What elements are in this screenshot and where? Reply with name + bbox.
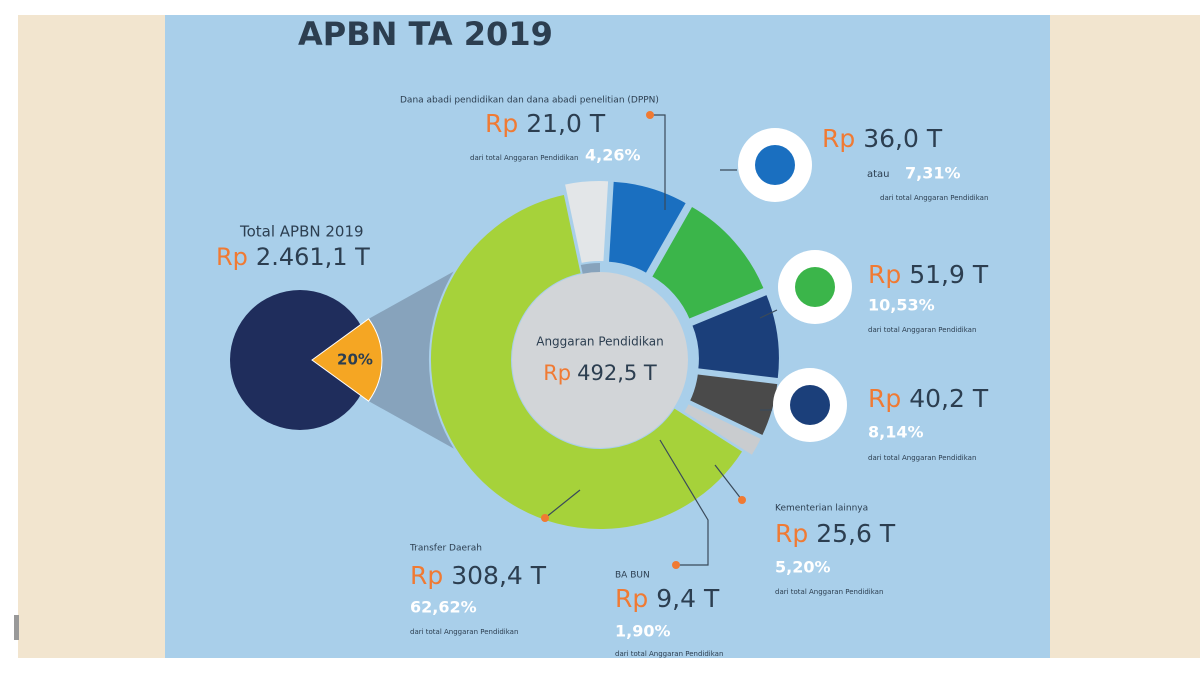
segment-note: dari total Anggaran Pendidikan xyxy=(880,194,988,202)
leader-dot xyxy=(738,496,746,504)
segment-percent: 5,20% xyxy=(775,558,831,577)
currency: Rp xyxy=(868,384,901,413)
segment-amount: Rp 51,9 T xyxy=(868,260,989,289)
currency: Rp xyxy=(216,243,248,271)
leader-dot xyxy=(646,111,654,119)
segment-name: Transfer Daerah xyxy=(409,544,482,554)
segment-amount: Rp 36,0 T xyxy=(822,124,943,153)
logo-emblem xyxy=(790,385,830,425)
center-amount: Rp 492,5 T xyxy=(543,361,657,385)
currency: Rp xyxy=(543,361,571,385)
currency: Rp xyxy=(868,260,901,289)
bottom-band xyxy=(0,658,1200,675)
leader-line xyxy=(759,309,778,319)
leader-dot xyxy=(541,514,549,522)
amount: 2.461,1 T xyxy=(256,243,370,271)
total-label: Total APBN 2019 xyxy=(239,223,364,241)
title: APBN TA 2019 xyxy=(298,15,553,53)
apbn-pie xyxy=(230,290,370,430)
segment-amount: Rp 40,2 T xyxy=(868,384,989,413)
amount: 21,0 T xyxy=(526,109,606,138)
leader-line xyxy=(714,464,743,501)
currency: Rp xyxy=(775,519,808,548)
total-amount: Rp 2.461,1 T xyxy=(216,243,370,271)
segment-note: dari total Anggaran Pendidikan xyxy=(868,454,976,462)
leader-line xyxy=(650,114,666,210)
share-label: 20% xyxy=(337,351,373,369)
leader-dot xyxy=(672,561,680,569)
logo-emblem xyxy=(795,267,835,307)
amount: 9,4 T xyxy=(656,584,720,613)
amount: 25,6 T xyxy=(816,519,896,548)
amount: 36,0 T xyxy=(863,124,943,153)
segment-note: dari total Anggaran Pendidikan xyxy=(410,628,518,636)
segment-amount: Rp 9,4 T xyxy=(615,584,720,613)
leader-line xyxy=(544,489,581,519)
segment-percent: 62,62% xyxy=(410,598,477,617)
donut-center xyxy=(512,272,688,448)
edge xyxy=(14,615,19,640)
segment-name: BA BUN xyxy=(615,571,650,581)
segment-prefix: atau xyxy=(867,169,890,180)
leader-line xyxy=(659,439,709,566)
donut-segment xyxy=(649,204,766,322)
segment-percent: 4,26% xyxy=(585,146,641,165)
currency: Rp xyxy=(615,584,648,613)
amount: 492,5 T xyxy=(577,361,657,385)
currency: Rp xyxy=(485,109,518,138)
share-slice xyxy=(311,318,383,402)
logo-emblem xyxy=(755,145,795,185)
segment-note: dari total Anggaran Pendidikan xyxy=(775,588,883,596)
segment-amount: Rp 308,4 T xyxy=(410,561,547,590)
segment-note: dari total Anggaran Pendidikan xyxy=(470,154,578,162)
segment-percent: 1,90% xyxy=(615,622,671,641)
segment-percent: 8,14% xyxy=(868,423,924,442)
donut-segment xyxy=(689,292,781,381)
segment-percent: 7,31% xyxy=(905,164,961,183)
donut-segment xyxy=(562,179,611,266)
segment-name: Dana abadi pendidikan dan dana abadi pen… xyxy=(400,96,659,106)
donut-segment xyxy=(606,179,689,276)
currency: Rp xyxy=(822,124,855,153)
amount: 308,4 T xyxy=(451,561,547,590)
segment-note: dari total Anggaran Pendidikan xyxy=(868,326,976,334)
segment-percent: 10,53% xyxy=(868,296,935,315)
segment-name: Kementerian lainnya xyxy=(775,504,868,514)
segment-note: dari total Anggaran Pendidikan xyxy=(615,650,723,658)
segment-amount: Rp 25,6 T xyxy=(775,519,896,548)
segment-amount: Rp 21,0 T xyxy=(485,109,606,138)
center-label: Anggaran Pendidikan xyxy=(536,335,664,349)
amount: 51,9 T xyxy=(909,260,989,289)
currency: Rp xyxy=(410,561,443,590)
amount: 40,2 T xyxy=(909,384,989,413)
